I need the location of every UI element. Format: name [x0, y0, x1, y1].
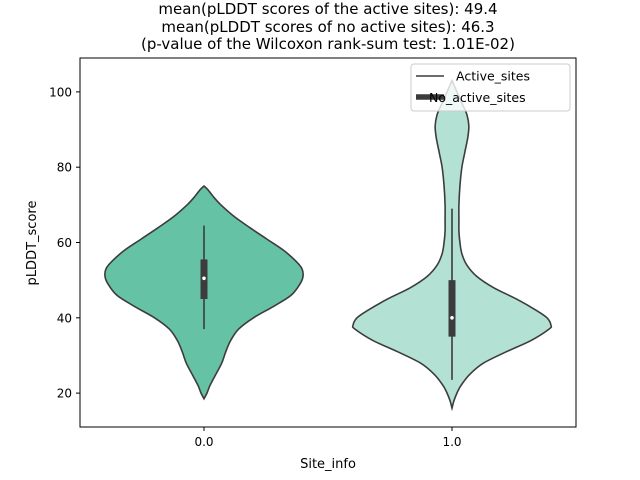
title-line-1: mean(pLDDT scores of the active sites): … [158, 0, 497, 18]
legend-label-no-active-sites: No_active_sites [429, 90, 526, 105]
y-tick-label: 80 [57, 161, 72, 175]
legend-box [410, 63, 571, 112]
legend: Active_sites No_active_sites [410, 63, 571, 112]
y-tick-label: 60 [57, 236, 72, 250]
title-line-2: mean(pLDDT scores of no active sites): 4… [161, 18, 494, 36]
y-tick-label: 100 [49, 85, 72, 99]
chart-title: mean(pLDDT scores of the active sites): … [141, 0, 515, 53]
legend-label-active-sites: Active_sites [456, 69, 530, 84]
y-axis: 20 40 60 80 100 [49, 85, 80, 401]
x-tick-label: 0.0 [194, 435, 213, 449]
x-axis-label: Site_info [300, 457, 356, 472]
x-tick-label: 1.0 [442, 435, 461, 449]
y-tick-label: 20 [57, 387, 72, 401]
x-axis: 0.0 1.0 [194, 427, 462, 449]
violins-group [104, 78, 553, 412]
violin-median-marker-1 [450, 316, 454, 320]
y-axis-label: pLDDT_score [25, 201, 40, 286]
y-tick-label: 40 [57, 311, 72, 325]
violin-iqr-box-1 [448, 280, 456, 337]
title-line-3: (p-value of the Wilcoxon rank-sum test: … [141, 35, 515, 53]
violin-median-marker-0 [202, 276, 206, 281]
